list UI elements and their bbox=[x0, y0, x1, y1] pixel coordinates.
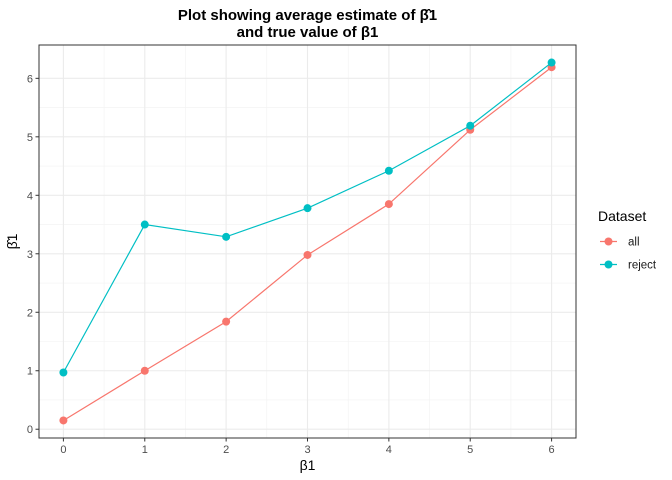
x-tick-label: 1 bbox=[142, 444, 148, 456]
data-point-all bbox=[140, 366, 149, 375]
y-tick-label: 6 bbox=[27, 73, 33, 85]
x-tick-label: 4 bbox=[386, 444, 392, 456]
data-point-reject bbox=[222, 232, 231, 241]
data-point-reject bbox=[547, 58, 556, 67]
y-tick-label: 3 bbox=[27, 249, 33, 261]
x-tick-label: 2 bbox=[223, 444, 229, 456]
data-point-reject bbox=[384, 166, 393, 175]
legend-item-reject: reject bbox=[600, 260, 657, 272]
legend-label: reject bbox=[628, 260, 657, 272]
legend-key-point bbox=[604, 237, 613, 246]
legend-title: Dataset bbox=[598, 208, 646, 224]
series-reject bbox=[59, 58, 556, 377]
legend-item-all: all bbox=[600, 237, 640, 249]
data-point-all bbox=[222, 317, 231, 326]
chart-title-line-2: and true value of β1 bbox=[237, 24, 379, 41]
y-axis: 0 1 2 3 4 5 6 bbox=[27, 73, 39, 436]
y-tick-label: 5 bbox=[27, 132, 33, 144]
x-tick-label: 0 bbox=[60, 444, 66, 456]
y-tick-label: 4 bbox=[27, 190, 33, 202]
data-point-all bbox=[303, 250, 312, 259]
y-tick-label: 2 bbox=[27, 307, 33, 319]
x-tick-label: 5 bbox=[467, 444, 473, 456]
data-point-reject bbox=[140, 220, 149, 229]
data-point-reject bbox=[303, 204, 312, 213]
x-tick-label: 3 bbox=[304, 444, 310, 456]
data-point-reject bbox=[466, 121, 475, 130]
y-axis-title: β̂1 bbox=[4, 233, 20, 249]
x-axis-title: β1 bbox=[300, 457, 316, 473]
data-point-reject bbox=[59, 368, 68, 377]
legend-key-point bbox=[604, 260, 613, 269]
chart-title: Plot showing average estimate of β̂1and … bbox=[178, 7, 437, 41]
data-point-all bbox=[384, 200, 393, 209]
y-tick-label: 0 bbox=[27, 424, 33, 436]
y-tick-label: 1 bbox=[27, 366, 33, 378]
major-gridlines bbox=[39, 45, 576, 438]
legend-label: all bbox=[628, 237, 640, 249]
data-point-all bbox=[59, 416, 68, 425]
x-tick-label: 6 bbox=[549, 444, 555, 456]
x-axis: 0 1 2 3 4 5 6 bbox=[60, 438, 555, 456]
legend: Dataset all reject bbox=[598, 208, 657, 272]
chart-title-line-1: Plot showing average estimate of β̂1 bbox=[178, 7, 437, 24]
series-layer bbox=[59, 58, 556, 425]
